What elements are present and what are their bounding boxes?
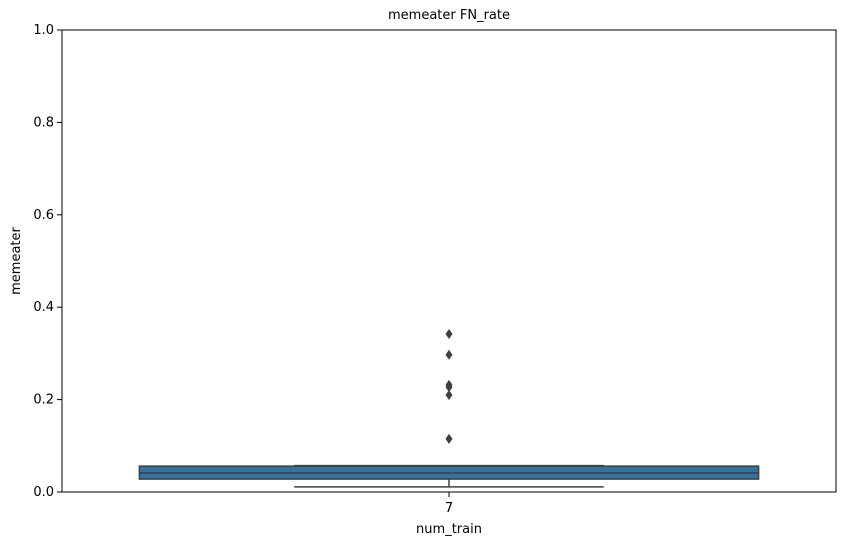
chart-title: memeater FN_rate	[388, 8, 510, 23]
outlier	[445, 349, 453, 360]
outlier	[445, 433, 453, 444]
y-tick-label: 0.4	[33, 300, 54, 315]
plot-frame	[61, 29, 837, 493]
y-axis-label: memeater	[9, 226, 24, 294]
y-tick-label: 0.2	[33, 393, 54, 408]
outlier	[445, 328, 453, 339]
y-tick-label: 1.0	[33, 23, 54, 38]
x-tick-label: 7	[445, 501, 453, 516]
y-tick-label: 0.8	[33, 115, 54, 130]
outlier	[445, 379, 453, 390]
y-tick-label: 0.0	[33, 485, 54, 500]
outlier	[445, 389, 453, 400]
y-tick-label: 0.6	[33, 208, 54, 223]
x-axis-label: num_train	[416, 522, 482, 537]
